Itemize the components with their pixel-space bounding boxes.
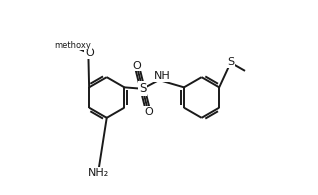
Text: S: S (139, 82, 146, 95)
Text: O: O (144, 107, 153, 117)
Text: O: O (132, 61, 141, 71)
Text: NH: NH (154, 71, 171, 81)
Text: NH₂: NH₂ (88, 168, 110, 178)
Text: O: O (85, 48, 94, 58)
Text: S: S (227, 57, 234, 67)
Text: methoxy: methoxy (54, 41, 91, 50)
